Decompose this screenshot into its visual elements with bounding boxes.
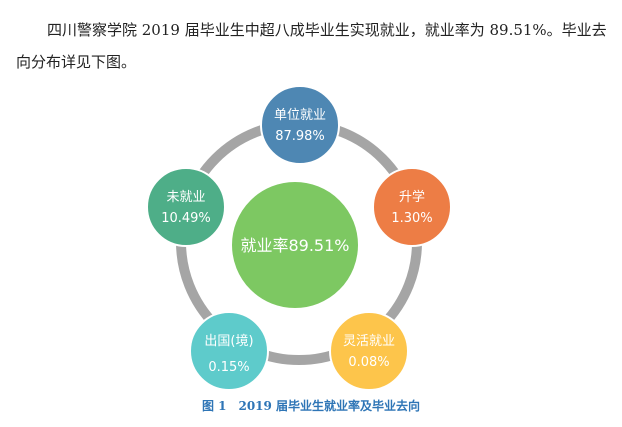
center-circle: 就业率89.51% [230, 180, 360, 310]
node-circle: 单位就业 87.98% [260, 85, 340, 165]
node-label: 单位就业 [274, 108, 326, 123]
node-label: 灵活就业 [343, 334, 395, 349]
node-circle-shape [329, 311, 409, 391]
node-value: 0.08% [348, 355, 389, 370]
node-circle-shape [260, 85, 340, 165]
node-circle-shape [146, 167, 226, 247]
node-label: 未就业 [166, 190, 205, 205]
node-circle: 升学 1.30% [372, 167, 452, 247]
node-value: 10.49% [161, 211, 211, 226]
intro-paragraph: 四川警察学院 2019 届毕业生中超八成毕业生实现就业，就业率为 89.51%。… [16, 21, 607, 71]
figure-caption: 图 1 2019 届毕业生就业率及毕业去向 [201, 399, 421, 413]
center-label: 就业率89.51% [240, 236, 349, 255]
node-label: 出国(境) [204, 334, 253, 349]
node-value: 0.15% [208, 360, 249, 375]
node-circle: 出国(境) 0.15% [189, 311, 269, 391]
node-value: 1.30% [391, 211, 432, 226]
node-circle-shape [189, 311, 269, 391]
node-circle: 灵活就业 0.08% [329, 311, 409, 391]
node-circle-shape [372, 167, 452, 247]
node-circle: 未就业 10.49% [146, 167, 226, 247]
node-label: 升学 [399, 189, 425, 205]
node-value: 87.98% [275, 129, 325, 144]
